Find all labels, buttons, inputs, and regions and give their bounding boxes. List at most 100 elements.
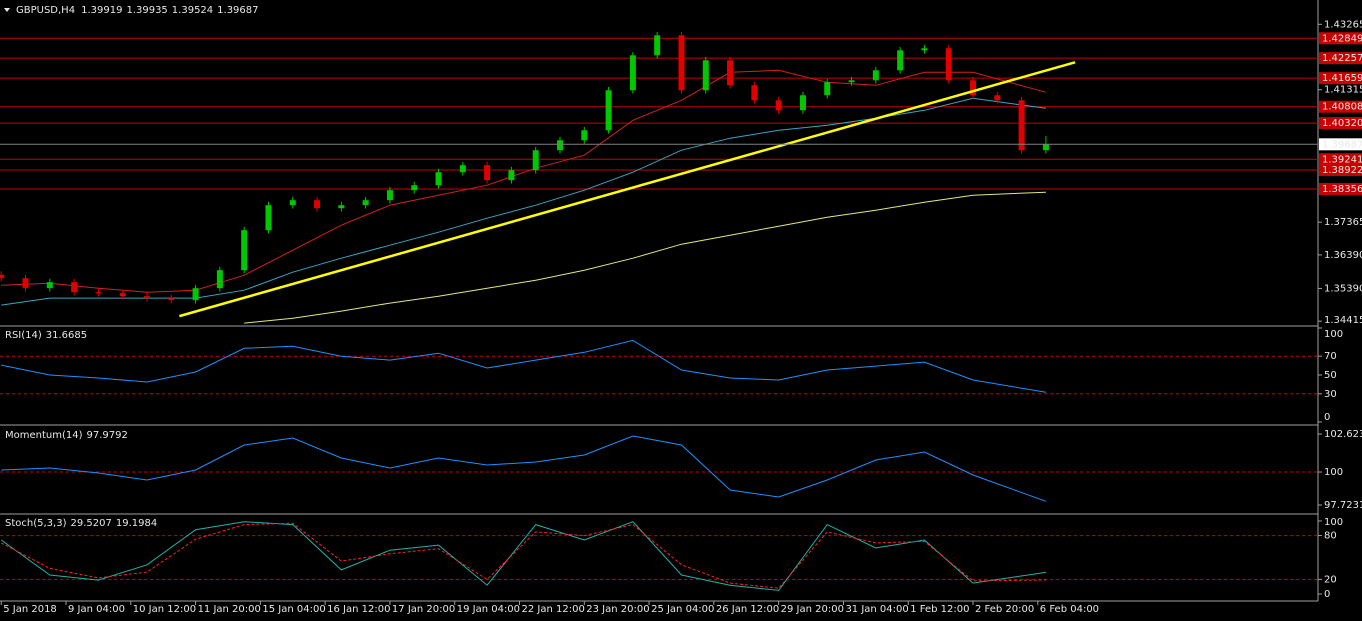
candle-body (71, 282, 78, 293)
candle-body (921, 48, 928, 51)
candle-body (775, 100, 782, 111)
level-label-box (1319, 100, 1362, 113)
level-label: 1.38922 (1322, 165, 1362, 176)
level-label: 1.39241 (1322, 154, 1362, 165)
level-label: 1.42257 (1322, 53, 1362, 64)
candle-body (678, 35, 685, 91)
candle-body (1042, 144, 1049, 151)
y-tick-label: 20 (1324, 574, 1337, 585)
indicator-line (1, 339, 1046, 393)
moving-average (244, 191, 1046, 324)
y-tick-label: 102.623 (1324, 429, 1362, 440)
x-tick-label: 26 Jan 12:00 (716, 604, 779, 615)
candle-body (654, 35, 661, 56)
indicator-title: Stoch(5,3,3) 29.5207 19.1984 (5, 518, 157, 529)
x-tick-label: 29 Jan 20:00 (781, 604, 844, 615)
x-tick-label: 6 Feb 04:00 (1040, 604, 1099, 615)
symbol: GBPUSD,H4 (16, 5, 75, 16)
y-tick-label: 1.36390 (1324, 250, 1362, 261)
level-label: 1.38356 (1322, 184, 1362, 195)
ohlc-value: 1.39524 (172, 5, 213, 16)
current-price-box (1319, 138, 1362, 151)
y-tick-label: 0 (1324, 412, 1330, 423)
candle-body (0, 274, 5, 279)
level-label: 1.40320 (1322, 118, 1362, 129)
candle-body (581, 130, 588, 141)
indicator-name: RSI(14) (5, 330, 42, 341)
candle-body (192, 288, 199, 301)
x-tick-label: 22 Jan 12:00 (522, 604, 585, 615)
level-label-box (1319, 52, 1362, 65)
level-label-box (1319, 117, 1362, 130)
candle-body (46, 282, 53, 289)
x-tick-label: 31 Jan 04:00 (845, 604, 908, 615)
candle-body (484, 165, 491, 181)
indicator-value: 97.9792 (87, 430, 128, 441)
level-label-box (1319, 153, 1362, 166)
level-label: 1.41659 (1322, 73, 1362, 84)
level-label: 1.40808 (1322, 102, 1362, 113)
candle-body (314, 200, 321, 209)
candle-body (119, 293, 126, 297)
candle-body (751, 85, 758, 101)
candle-body (22, 278, 29, 289)
y-tick-label: 1.34415 (1324, 315, 1362, 326)
ohlc-value: 1.39919 (81, 5, 122, 16)
symbol-menu-icon[interactable] (4, 8, 10, 12)
x-tick-label: 11 Jan 20:00 (198, 604, 261, 615)
ohlc-value: 1.39935 (126, 5, 167, 16)
y-tick-label: 1.41315 (1324, 85, 1362, 96)
y-tick-label: 50 (1324, 370, 1337, 381)
candle-body (95, 292, 102, 294)
candle-body (508, 170, 515, 181)
candle-body (338, 205, 345, 209)
indicator-title: RSI(14) 31.6685 (5, 330, 87, 341)
indicator-value: 29.5207 (70, 518, 111, 529)
candle-body (872, 70, 879, 81)
y-tick-label: 100 (1324, 329, 1343, 340)
x-tick-label: 25 Jan 04:00 (651, 604, 714, 615)
x-tick-label: 16 Jan 12:00 (327, 604, 390, 615)
ohlc-value: 1.39687 (217, 5, 258, 16)
candle-body (897, 50, 904, 71)
candle-body (532, 150, 539, 171)
x-tick-label: 5 Jan 2018 (3, 604, 57, 615)
y-tick-label: 1.37365 (1324, 217, 1362, 228)
x-tick-label: 19 Jan 04:00 (457, 604, 520, 615)
candle-body (605, 90, 612, 131)
y-tick-label: 70 (1324, 351, 1337, 362)
candle-body (824, 82, 831, 96)
level-label-box (1319, 182, 1362, 195)
trendline (179, 61, 1076, 318)
x-tick-label: 2 Feb 20:00 (975, 604, 1034, 615)
indicator-value: 19.1984 (116, 518, 157, 529)
candle-body (727, 60, 734, 86)
candle-body (848, 80, 855, 83)
candle-body (1018, 100, 1025, 151)
candle-body (289, 200, 296, 206)
candle-body (459, 165, 466, 173)
candle-body (241, 230, 248, 271)
x-tick-label: 9 Jan 04:00 (68, 604, 125, 615)
y-tick-label: 100 (1324, 517, 1343, 528)
y-tick-label: 30 (1324, 389, 1337, 400)
indicator-name: Momentum(14) (5, 430, 83, 441)
y-tick-label: 80 (1324, 531, 1337, 542)
y-tick-label: 97.7231 (1324, 500, 1362, 511)
candle-body (362, 200, 369, 206)
candle-body (386, 190, 393, 201)
candle-body (970, 80, 977, 96)
candle-body (799, 95, 806, 111)
candle-body (411, 185, 418, 191)
candle-body (994, 95, 1001, 101)
candle-body (265, 205, 272, 231)
x-tick-label: 1 Feb 12:00 (910, 604, 969, 615)
level-label-box (1319, 163, 1362, 176)
indicator-title: Momentum(14) 97.9792 (5, 430, 128, 441)
indicator-name: Stoch(5,3,3) (5, 518, 67, 529)
symbol-header: GBPUSD,H4 1.39919 1.39935 1.39524 1.39687 (16, 5, 259, 16)
indicator-line (0, 521, 1046, 591)
